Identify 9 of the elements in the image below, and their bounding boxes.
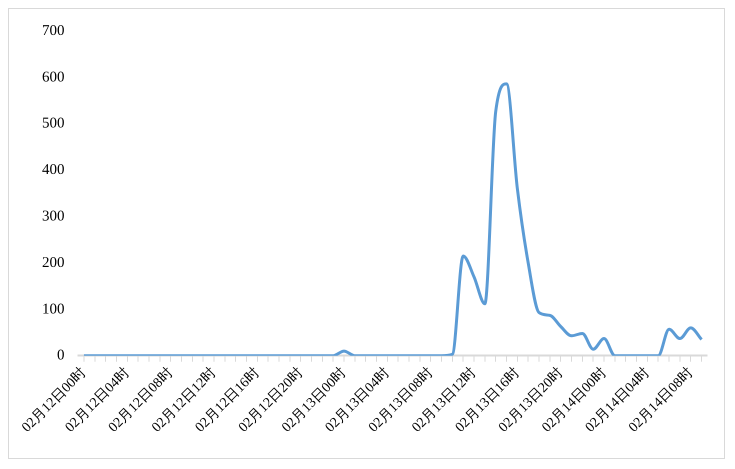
- y-tick-label: 700: [42, 22, 64, 39]
- y-tick-label: 100: [42, 301, 64, 318]
- y-tick-label: 600: [42, 69, 64, 86]
- y-tick-label: 300: [42, 208, 64, 224]
- y-tick-label: 500: [42, 116, 64, 132]
- line-series: [82, 82, 704, 356]
- y-tick-label: 0: [57, 348, 64, 364]
- y-tick-label: 400: [42, 162, 64, 178]
- y-tick-label: 200: [42, 254, 64, 271]
